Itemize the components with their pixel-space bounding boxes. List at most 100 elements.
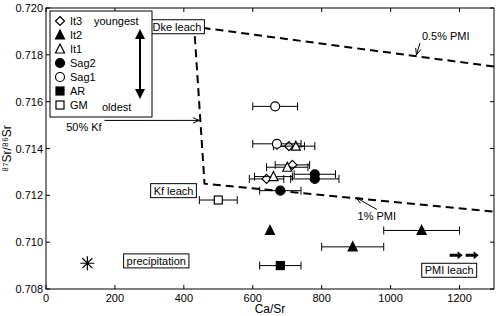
y-tick-label: 0.710 — [15, 236, 43, 248]
error-bar — [199, 196, 237, 204]
legend-label: Sag1 — [70, 71, 96, 83]
data-point — [291, 141, 300, 150]
x-axis-label: Ca/Sr — [255, 302, 286, 316]
y-tick — [490, 54, 494, 55]
error-bar — [294, 170, 335, 178]
x-tick — [252, 8, 253, 12]
legend-arrow — [135, 89, 145, 99]
x-tick — [390, 8, 391, 12]
data-point — [348, 242, 357, 251]
legend-box — [50, 11, 152, 117]
annotation-box — [422, 263, 477, 277]
error-bar — [322, 243, 384, 251]
y-tick — [46, 195, 50, 196]
annotation: Dke leach — [152, 21, 201, 33]
y-tick-label: 0.716 — [15, 96, 43, 108]
legend-label: It1 — [70, 43, 82, 55]
y-axis-label: ⁸⁷Sr/⁸⁶Sr — [0, 125, 14, 172]
annotation-box — [124, 254, 189, 268]
legend-arrow — [139, 37, 141, 91]
x-tick — [183, 8, 184, 12]
y-tick — [46, 242, 50, 243]
annotation-box — [151, 184, 197, 198]
y-tick-label: 0.714 — [15, 143, 43, 155]
annotation: precipitation — [127, 255, 186, 267]
plot-frame — [46, 8, 494, 289]
y-tick-label: 0.708 — [15, 283, 43, 295]
data-point — [80, 256, 94, 270]
x-tick-label: 400 — [175, 292, 193, 304]
direction-arrow — [466, 251, 479, 259]
data-point — [276, 262, 284, 270]
legend-label: It3 — [70, 15, 82, 27]
x-tick — [459, 8, 460, 12]
legend-marker — [56, 17, 65, 26]
legend-marker — [56, 59, 65, 68]
x-tick-label: 200 — [106, 292, 124, 304]
legend-marker — [56, 44, 65, 53]
legend-label: It2 — [70, 29, 82, 41]
legend: It3 It2 It1 Sag2 Sag1 AR GM youngest oldest — [50, 11, 152, 117]
legend-note: youngest — [94, 15, 139, 27]
y-tick — [490, 8, 494, 9]
x-tick — [46, 285, 47, 289]
data-point — [214, 196, 222, 204]
x-tick-label: 1200 — [447, 292, 471, 304]
annotation-box — [149, 20, 204, 34]
y-tick-label: 0.718 — [15, 49, 43, 61]
y-tick — [46, 289, 50, 290]
legend-note: oldest — [102, 101, 131, 113]
x-tick-label: 800 — [313, 292, 331, 304]
error-bar — [253, 102, 298, 110]
data-point — [271, 102, 280, 111]
annotation-arrow — [356, 198, 377, 210]
y-tick-label: 0.712 — [15, 189, 43, 201]
legend-label: Sag2 — [70, 57, 96, 69]
x-tick — [252, 285, 253, 289]
legend-label: AR — [70, 85, 85, 97]
data-point — [310, 170, 319, 179]
annotation: 50% Kf — [66, 121, 102, 133]
x-tick — [183, 285, 184, 289]
y-tick — [490, 242, 494, 243]
x-tick — [390, 285, 391, 289]
annotation-arrow — [105, 118, 200, 123]
y-tick — [46, 101, 50, 102]
y-tick — [490, 195, 494, 196]
direction-arrow — [450, 251, 463, 259]
mixing-line — [194, 27, 494, 212]
legend-marker — [56, 101, 64, 109]
data-point — [283, 162, 292, 171]
annotation: 1% PMI — [358, 210, 397, 222]
annotation: 0.5% PMI — [422, 30, 470, 42]
y-tick — [490, 101, 494, 102]
error-bar — [253, 140, 301, 148]
x-tick — [114, 285, 115, 289]
error-bar — [254, 173, 292, 181]
chart: 0200400600800100012000.7080.7100.7120.71… — [0, 0, 500, 316]
y-tick — [490, 289, 494, 290]
data-point — [269, 172, 278, 181]
annotation-arrow — [416, 43, 421, 55]
annotation: Kf leach — [154, 185, 194, 197]
data-point — [266, 225, 275, 234]
x-tick — [321, 8, 322, 12]
y-tick — [46, 148, 50, 149]
y-tick — [490, 148, 494, 149]
legend-label: GM — [70, 99, 88, 111]
legend-marker — [56, 30, 65, 39]
error-bar — [260, 262, 301, 270]
legend-arrow — [135, 29, 145, 39]
error-bar — [384, 226, 460, 234]
x-tick-label: 1000 — [378, 292, 402, 304]
y-tick — [46, 8, 50, 9]
x-tick-label: 0 — [43, 292, 49, 304]
data-point — [417, 225, 426, 234]
y-tick-label: 0.720 — [15, 2, 43, 14]
data-point — [272, 139, 281, 148]
x-tick — [459, 285, 460, 289]
legend-marker — [56, 73, 65, 82]
y-tick — [46, 54, 50, 55]
x-tick — [321, 285, 322, 289]
annotation: PMI leach — [425, 264, 474, 276]
